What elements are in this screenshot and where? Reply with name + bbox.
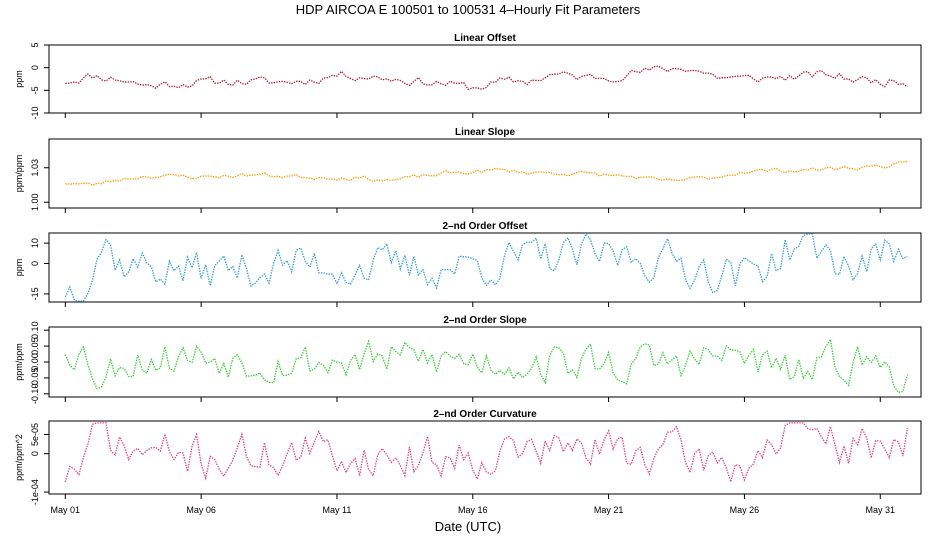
- panel-1: Linear Offset 5 0 -5 -10 ppm: [14, 33, 922, 120]
- y-tick-label: 10: [30, 238, 40, 248]
- panel-frame: [48, 232, 922, 303]
- panels: Linear Offset 5 0 -5 -10 ppm Linear Slope 1.00 1…: [14, 33, 922, 505]
- series-line: [64, 422, 909, 485]
- panel-title: Linear Slope: [455, 127, 515, 138]
- panel-title: 2–nd Order Offset: [442, 221, 528, 232]
- y-axis-label: ppm/ppm^2: [14, 434, 24, 481]
- y-tick-label: 0: [30, 65, 40, 70]
- panel-frame: [48, 138, 922, 209]
- panel-2: Linear Slope 1.00 1.03 ppm/ppm: [14, 127, 922, 213]
- y-tick-label: 5e-05: [30, 423, 40, 446]
- y-tick-label: -10: [30, 106, 40, 119]
- x-tick-label: May 01: [51, 505, 81, 515]
- y-tick-label: 1.00: [30, 193, 40, 211]
- y-tick-label: 5: [30, 42, 40, 47]
- series-line: [65, 65, 908, 91]
- y-axis-label: ppm: [14, 70, 24, 88]
- y-tick-label: -0.10: [30, 384, 40, 405]
- y-axis-label: ppm/ppm: [14, 155, 24, 193]
- y-tick-label: -0.05: [30, 368, 40, 389]
- panel-5: 2–nd Order Curvature 5e-05 0 -1e-04 ppm/ppm^…: [14, 409, 922, 505]
- y-tick-label: 0.00: [30, 353, 40, 371]
- x-axis-label: Date (UTC): [435, 519, 501, 534]
- y-tick-label: 0.05: [30, 337, 40, 355]
- y-tick-label: -5: [30, 86, 40, 94]
- x-tick-label: May 31: [865, 505, 895, 515]
- x-tick-label: May 21: [594, 505, 624, 515]
- chart-title: HDP AIRCOA E 100501 to 100531 4–Hourly F…: [296, 2, 641, 17]
- panel-title: 2–nd Order Curvature: [433, 409, 537, 420]
- x-tick-label: May 16: [458, 505, 488, 515]
- x-axis: May 01 May 06 May 11 May 16 May 21 May 26 May …: [51, 505, 895, 515]
- y-tick-label: 0: [30, 261, 40, 266]
- y-axis-label: ppm: [14, 259, 24, 277]
- x-tick-label: May 06: [186, 505, 216, 515]
- panel-3: 2–nd Order Offset 10 0 -15 ppm: [14, 221, 922, 307]
- series-line: [64, 232, 908, 302]
- panel-frame: [48, 44, 922, 114]
- x-tick-label: May 11: [323, 505, 352, 515]
- series-line: [64, 337, 909, 394]
- y-tick-label: 1.03: [30, 159, 40, 177]
- panel-title: 2–nd Order Slope: [443, 315, 527, 326]
- series-line: [65, 160, 908, 186]
- y-tick-label: -1e-04: [30, 479, 40, 505]
- y-tick-label: 0.10: [30, 321, 40, 339]
- y-axis-label: ppm/ppm: [14, 343, 24, 381]
- x-tick-label: May 26: [730, 505, 760, 515]
- panel-title: Linear Offset: [454, 33, 516, 44]
- y-tick-label: -15: [30, 287, 40, 300]
- panel-frame: [48, 420, 922, 495]
- panel-4: 2–nd Order Slope 0.100.050.00-0.05-0.10 pp…: [14, 315, 922, 405]
- y-tick-label: 0: [30, 451, 40, 456]
